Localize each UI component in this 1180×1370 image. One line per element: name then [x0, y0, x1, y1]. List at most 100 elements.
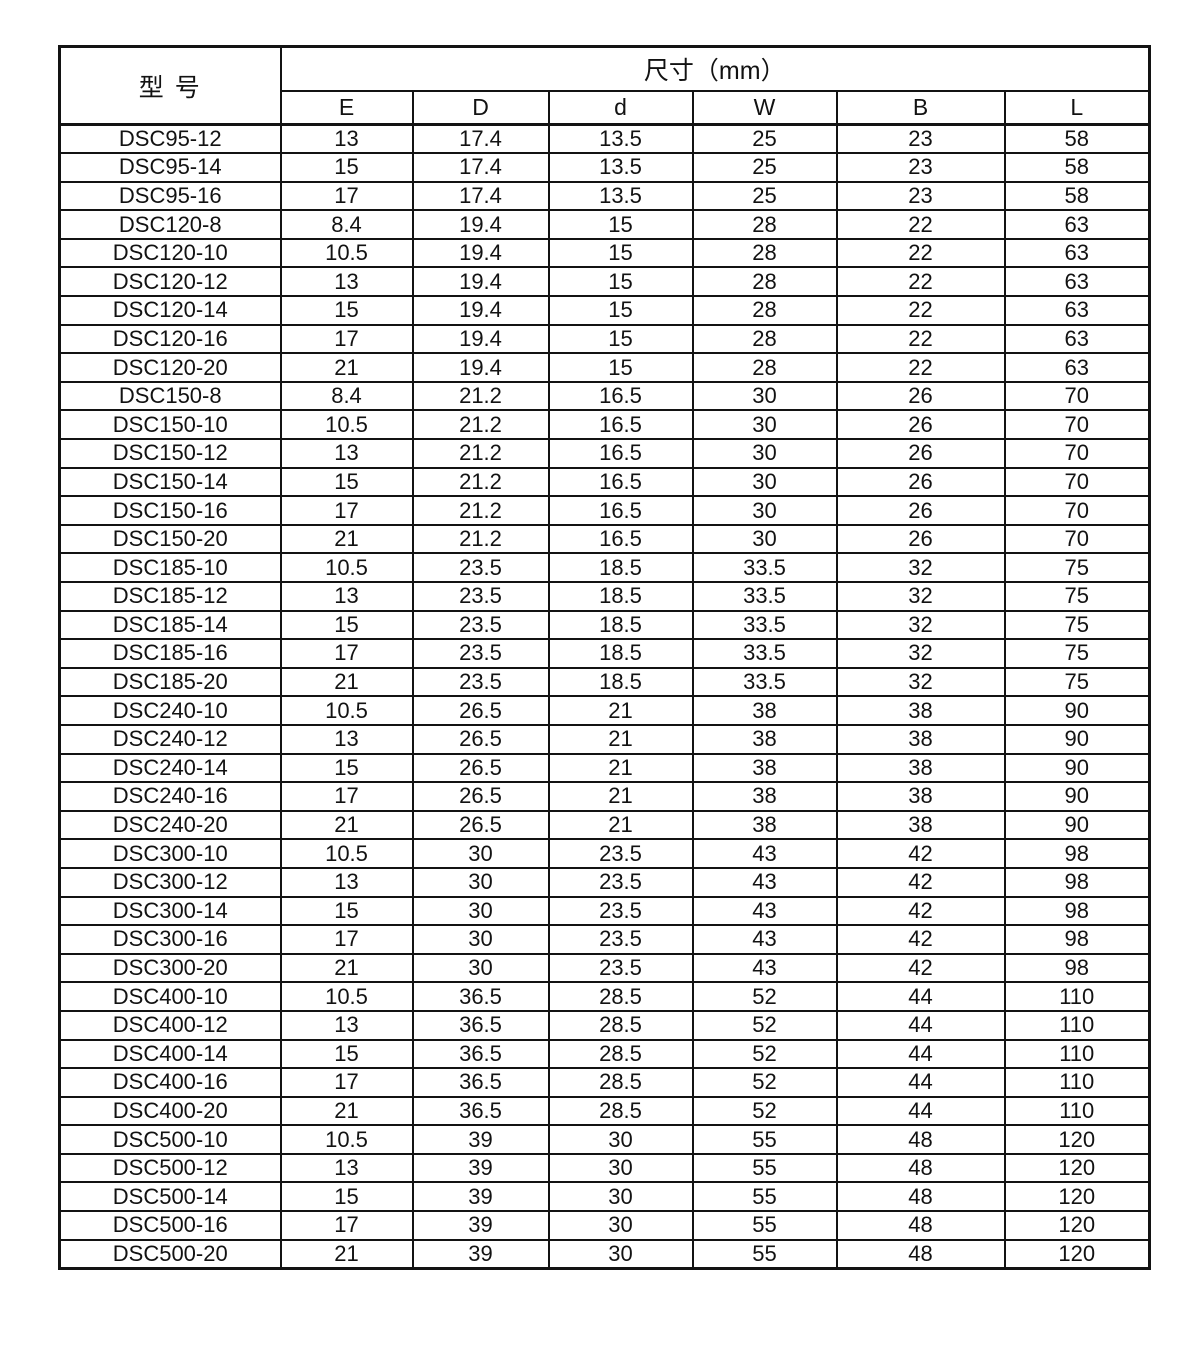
- value-cell-d: 18.5: [547, 666, 694, 698]
- value-cell-E: 10.5: [279, 981, 414, 1012]
- value-cell-W: 38: [691, 752, 838, 784]
- value-cell-B: 26: [835, 466, 1006, 498]
- model-cell: DSC150-12: [58, 438, 282, 469]
- model-cell: DSC400-16: [58, 1067, 282, 1098]
- value-cell-W: 43: [691, 895, 838, 927]
- value-cell-D: 36.5: [411, 1009, 550, 1041]
- value-cell-B: 22: [835, 295, 1006, 326]
- value-cell-B: 48: [835, 1210, 1006, 1241]
- model-cell: DSC120-16: [58, 323, 282, 355]
- value-cell-D: 23.5: [411, 638, 550, 669]
- header-row-top: 型 号 尺寸（mm）: [58, 45, 1151, 126]
- value-cell-D: 23.5: [411, 581, 550, 612]
- model-cell: DSC185-10: [58, 552, 282, 583]
- value-cell-D: 30: [411, 924, 550, 955]
- table-row: DSC400-20 21 36.5 28.5 52 44 110: [58, 1095, 1151, 1127]
- value-cell-B: 44: [835, 981, 1006, 1012]
- value-cell-E: 13: [279, 1152, 414, 1184]
- value-cell-W: 38: [691, 809, 838, 841]
- value-cell-d: 16.5: [547, 495, 694, 526]
- value-cell-E: 10.5: [279, 838, 414, 869]
- value-cell-L: 110: [1003, 981, 1151, 1012]
- model-cell: DSC120-20: [58, 352, 282, 383]
- table-row: DSC500-16 17 39 30 55 48 120: [58, 1210, 1151, 1241]
- value-cell-d: 15: [547, 237, 694, 269]
- value-cell-d: 23.5: [547, 838, 694, 869]
- value-cell-B: 48: [835, 1181, 1006, 1213]
- value-cell-L: 70: [1003, 409, 1151, 441]
- table-row: DSC300-12 13 30 23.5 43 42 98: [58, 866, 1151, 898]
- value-cell-L: 90: [1003, 723, 1151, 755]
- value-cell-d: 28.5: [547, 1095, 694, 1127]
- model-cell: DSC500-10: [58, 1124, 282, 1155]
- value-cell-d: 23.5: [547, 924, 694, 955]
- value-cell-d: 16.5: [547, 438, 694, 469]
- value-cell-D: 36.5: [411, 1038, 550, 1070]
- value-cell-D: 21.2: [411, 409, 550, 441]
- value-cell-B: 26: [835, 495, 1006, 526]
- value-cell-E: 17: [279, 638, 414, 669]
- value-cell-D: 26.5: [411, 781, 550, 812]
- value-cell-E: 13: [279, 866, 414, 898]
- table-row: DSC400-16 17 36.5 28.5 52 44 110: [58, 1067, 1151, 1098]
- value-cell-L: 120: [1003, 1238, 1151, 1270]
- value-cell-L: 110: [1003, 1067, 1151, 1098]
- table-row: DSC400-10 10.5 36.5 28.5 52 44 110: [58, 981, 1151, 1012]
- value-cell-B: 23: [835, 123, 1006, 155]
- value-cell-E: 15: [279, 895, 414, 927]
- value-cell-B: 26: [835, 380, 1006, 412]
- value-cell-L: 58: [1003, 180, 1151, 212]
- model-cell: DSC150-20: [58, 523, 282, 555]
- table-row: DSC120-20 21 19.4 15 28 22 63: [58, 352, 1151, 383]
- value-cell-L: 70: [1003, 495, 1151, 526]
- value-cell-W: 55: [691, 1124, 838, 1155]
- value-cell-D: 19.4: [411, 295, 550, 326]
- value-cell-E: 17: [279, 1067, 414, 1098]
- model-cell: DSC185-20: [58, 666, 282, 698]
- value-cell-d: 28.5: [547, 1009, 694, 1041]
- value-cell-B: 48: [835, 1152, 1006, 1184]
- value-cell-d: 23.5: [547, 952, 694, 984]
- table-row: DSC95-12 13 17.4 13.5 25 23 58: [58, 123, 1151, 155]
- table-row: DSC400-12 13 36.5 28.5 52 44 110: [58, 1009, 1151, 1041]
- value-cell-d: 23.5: [547, 866, 694, 898]
- value-cell-d: 28.5: [547, 1038, 694, 1070]
- value-cell-E: 10.5: [279, 1124, 414, 1155]
- table-row: DSC300-14 15 30 23.5 43 42 98: [58, 895, 1151, 927]
- value-cell-E: 8.4: [279, 209, 414, 240]
- model-cell: DSC400-10: [58, 981, 282, 1012]
- table-row: DSC120-12 13 19.4 15 28 22 63: [58, 266, 1151, 298]
- value-cell-E: 17: [279, 495, 414, 526]
- value-cell-D: 19.4: [411, 266, 550, 298]
- model-cell: DSC150-14: [58, 466, 282, 498]
- model-cell: DSC185-14: [58, 609, 282, 641]
- value-cell-D: 21.2: [411, 438, 550, 469]
- col-header-E: E: [279, 90, 414, 126]
- value-cell-L: 110: [1003, 1095, 1151, 1127]
- value-cell-L: 70: [1003, 380, 1151, 412]
- value-cell-W: 30: [691, 409, 838, 441]
- value-cell-d: 13.5: [547, 180, 694, 212]
- table-row: DSC150-12 13 21.2 16.5 30 26 70: [58, 438, 1151, 469]
- value-cell-d: 15: [547, 266, 694, 298]
- value-cell-L: 63: [1003, 209, 1151, 240]
- value-cell-d: 30: [547, 1181, 694, 1213]
- value-cell-D: 21.2: [411, 466, 550, 498]
- table-row: DSC185-12 13 23.5 18.5 33.5 32 75: [58, 581, 1151, 612]
- value-cell-d: 15: [547, 295, 694, 326]
- value-cell-D: 23.5: [411, 666, 550, 698]
- value-cell-L: 98: [1003, 924, 1151, 955]
- value-cell-W: 55: [691, 1210, 838, 1241]
- value-cell-E: 21: [279, 352, 414, 383]
- table-row: DSC240-14 15 26.5 21 38 38 90: [58, 752, 1151, 784]
- value-cell-B: 32: [835, 638, 1006, 669]
- value-cell-L: 98: [1003, 866, 1151, 898]
- table-row: DSC150-20 21 21.2 16.5 30 26 70: [58, 523, 1151, 555]
- value-cell-d: 30: [547, 1210, 694, 1241]
- value-cell-B: 22: [835, 352, 1006, 383]
- value-cell-B: 44: [835, 1009, 1006, 1041]
- value-cell-d: 16.5: [547, 523, 694, 555]
- value-cell-B: 26: [835, 438, 1006, 469]
- model-cell: DSC400-12: [58, 1009, 282, 1041]
